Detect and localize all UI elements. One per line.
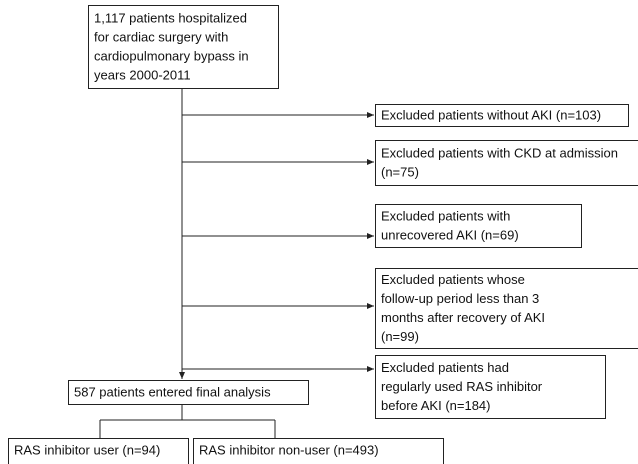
node-text: 587 patients entered final analysis (74, 384, 271, 399)
flow-node: RAS inhibitor user (n=94) (8, 438, 189, 464)
flow-node: Excluded patients had regularly used RAS … (375, 355, 606, 419)
node-box (375, 268, 638, 349)
node-text: (n=99) (381, 329, 419, 344)
node-box (375, 355, 606, 419)
node-box (68, 380, 309, 405)
node-text: regularly used RAS inhibitor (381, 379, 543, 394)
node-text: RAS inhibitor user (n=94) (14, 442, 160, 457)
node-box (8, 438, 189, 464)
flow-node: Excluded patients whose follow-up period … (375, 268, 638, 349)
node-box (88, 5, 279, 89)
node-text: 1,117 patients hospitalized (94, 10, 247, 25)
node-text: for cardiac surgery with (94, 29, 228, 44)
node-text: before AKI (n=184) (381, 398, 491, 413)
flow-node: Excluded patients without AKI (n=103) (375, 104, 629, 127)
node-box (375, 140, 638, 186)
node-text: Excluded patients with CKD at admission (381, 145, 618, 160)
flow-node: RAS inhibitor non-user (n=493) (193, 438, 444, 464)
node-text: RAS inhibitor non-user (n=493) (199, 442, 379, 457)
flow-node: 1,117 patients hospitalized for cardiac s… (88, 5, 279, 89)
node-text: unrecovered AKI (n=69) (381, 227, 519, 242)
node-text: Excluded patients without AKI (n=103) (381, 107, 601, 122)
node-text: Excluded patients with (381, 208, 510, 223)
node-text: follow-up period less than 3 (381, 291, 539, 306)
flow-node: Excluded patients with CKD at admission (… (375, 140, 638, 186)
node-text: cardiopulmonary bypass in (94, 48, 249, 63)
node-box (193, 438, 444, 464)
node-box (375, 104, 629, 127)
node-text: years 2000-2011 (94, 67, 191, 82)
node-box (375, 204, 582, 248)
node-text: months after recovery of AKI (381, 310, 545, 325)
flow-node: 587 patients entered final analysis (68, 380, 309, 405)
flow-node: Excluded patients with unrecovered AKI (n… (375, 204, 582, 248)
node-text: (n=75) (381, 164, 419, 179)
node-text: Excluded patients whose (381, 272, 525, 287)
node-text: Excluded patients had (381, 360, 509, 375)
